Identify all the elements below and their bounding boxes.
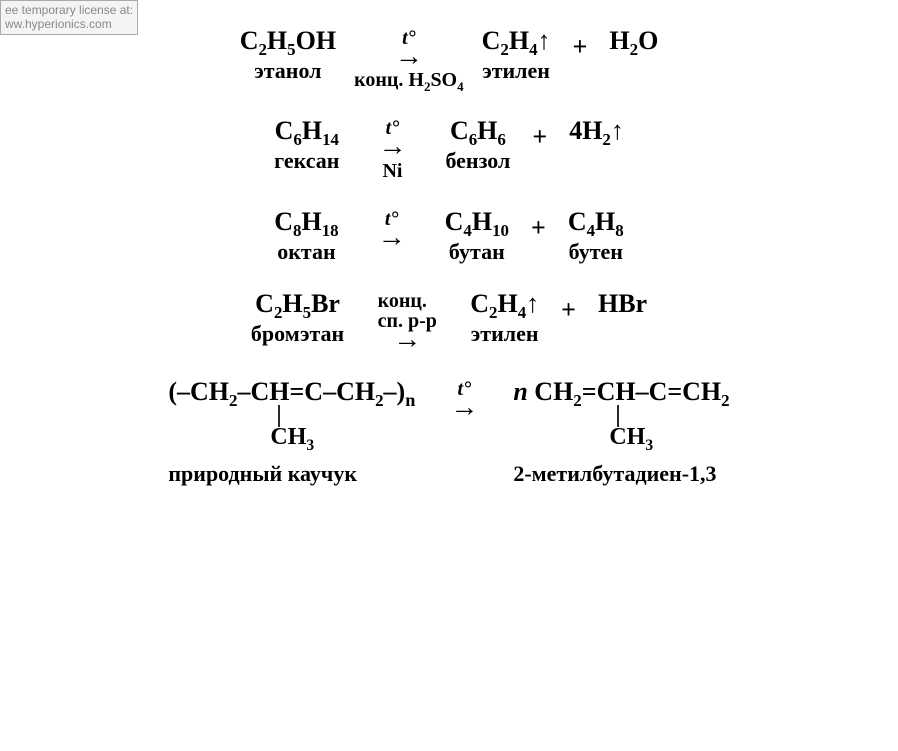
polymer-left: (–CH2–CH=C–CH2–)n | CH3 природный каучук	[168, 379, 415, 485]
plus: +	[557, 295, 580, 325]
label: этилен	[482, 60, 550, 82]
plus: +	[569, 32, 592, 62]
label: бутен	[569, 241, 623, 263]
arrow-glyph: →	[395, 46, 423, 68]
reaction-5-polymer: (–CH2–CH=C–CH2–)n | CH3 природный каучук…	[20, 379, 878, 485]
reagent: C8H18 октан	[274, 209, 338, 263]
formula: C4H8	[568, 209, 624, 235]
product-2: C4H8 бутен	[568, 209, 624, 263]
watermark: ee temporary license at: ww.hyperionics.…	[0, 0, 138, 35]
plus: +	[527, 213, 550, 243]
branch: CH3	[513, 425, 653, 449]
product-2: HBr	[598, 291, 647, 317]
label: гексан	[274, 150, 339, 172]
reaction-1: C2H5OH этанол t° → конц. H2SO4 C2H4↑ эти…	[20, 28, 878, 90]
label: природный каучук	[168, 463, 357, 485]
polymer-right: n CH2=CH–C=CH2 | CH3 2-метилбутадиен-1,3	[513, 379, 729, 485]
product-1: C2H4↑ этилен	[470, 291, 539, 345]
formula: C6H14	[275, 118, 339, 144]
arrow: t° →	[429, 379, 499, 419]
label: этанол	[254, 60, 321, 82]
arrow: t° →	[357, 209, 427, 249]
arrow: t° → Ni	[357, 118, 427, 180]
product-1: C2H4↑ этилен	[482, 28, 551, 82]
label: бутан	[449, 241, 505, 263]
watermark-line2: ww.hyperionics.com	[5, 17, 112, 31]
arrow-glyph: →	[378, 136, 406, 158]
arrow-glyph: →	[450, 397, 478, 419]
label: октан	[277, 241, 335, 263]
formula: C6H6	[450, 118, 506, 144]
formula: C2H4↑	[482, 28, 551, 54]
formula: C2H5OH	[240, 28, 336, 54]
reagent: C6H14 гексан	[274, 118, 339, 172]
arrow-glyph: →	[393, 329, 421, 351]
formula: 4H2↑	[569, 118, 624, 144]
label: бромэтан	[251, 323, 344, 345]
branch: CH3	[168, 425, 314, 449]
formula: C8H18	[274, 209, 338, 235]
product-1: C4H10 бутан	[445, 209, 509, 263]
product-2: H2O	[609, 28, 658, 54]
label: бензол	[445, 150, 510, 172]
arrow-glyph: →	[378, 227, 406, 249]
formula: C4H10	[445, 209, 509, 235]
reaction-3: C8H18 октан t° → C4H10 бутан + C4H8 буте…	[20, 209, 878, 263]
formula: HBr	[598, 291, 647, 317]
arrow: конц.сп. р-р →	[362, 291, 452, 351]
reagent: C2H5OH этанол	[240, 28, 336, 82]
product-2: 4H2↑	[569, 118, 624, 144]
label: этилен	[471, 323, 539, 345]
formula: C2H4↑	[470, 291, 539, 317]
plus: +	[528, 122, 551, 152]
reaction-4: C2H5Br бромэтан конц.сп. р-р → C2H4↑ эти…	[20, 291, 878, 351]
label: 2-метилбутадиен-1,3	[513, 463, 716, 485]
reagent: C2H5Br бромэтан	[251, 291, 344, 345]
arrow: t° → конц. H2SO4	[354, 28, 464, 90]
arrow-below: Ni	[382, 161, 402, 181]
formula: H2O	[609, 28, 658, 54]
product-1: C6H6 бензол	[445, 118, 510, 172]
formula: C2H5Br	[255, 291, 340, 317]
watermark-line1: ee temporary license at:	[5, 3, 133, 17]
reaction-2: C6H14 гексан t° → Ni C6H6 бензол + 4H2↑	[20, 118, 878, 180]
arrow-below: конц. H2SO4	[354, 70, 464, 90]
